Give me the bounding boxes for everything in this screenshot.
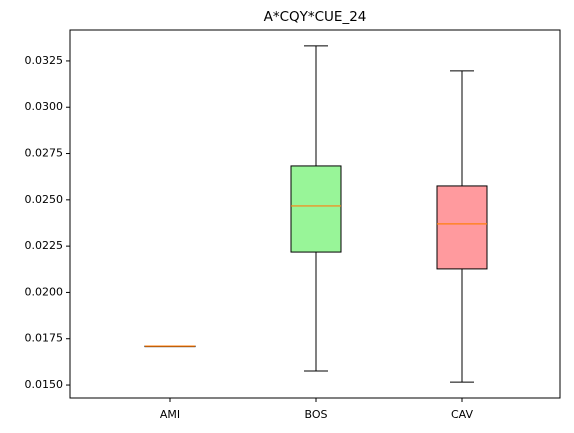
y-tick-label: 0.0225	[25, 239, 64, 252]
y-tick-label: 0.0175	[25, 332, 64, 345]
y-tick-label: 0.0200	[25, 285, 64, 298]
y-tick-label: 0.0150	[25, 378, 64, 391]
y-tick-label: 0.0325	[25, 54, 64, 67]
y-tick-label: 0.0250	[25, 193, 64, 206]
box	[436, 185, 488, 270]
y-tick-label: 0.0275	[25, 147, 64, 160]
x-tick-label: CAV	[451, 408, 474, 421]
x-tick-label: BOS	[305, 408, 328, 421]
chart-title: A*CQY*CUE_24	[264, 9, 367, 25]
box	[290, 165, 342, 253]
x-tick-label: AMI	[160, 408, 180, 421]
plot-frame	[69, 29, 561, 399]
y-tick-label: 0.0300	[25, 100, 64, 113]
